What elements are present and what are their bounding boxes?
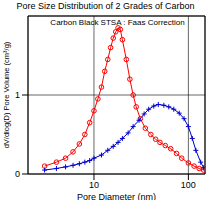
svg-text:Pore Diameter (nm): Pore Diameter (nm) bbox=[77, 192, 156, 200]
html-text:Pore Size Distribution of 2 Gr: Pore Size Distribution of 2 Grades of Ca… bbox=[16, 1, 195, 11]
svg-text:10: 10 bbox=[89, 180, 99, 190]
html-text:Carbon Black STSA : Faas Corre: Carbon Black STSA : Faas Correction bbox=[50, 18, 185, 27]
svg-text:dV/dlog(D) Pore Volume (cm³/g): dV/dlog(D) Pore Volume (cm³/g) bbox=[8, 41, 11, 148]
svg-text:0: 0 bbox=[15, 169, 20, 179]
svg-text:1: 1 bbox=[15, 90, 20, 100]
svg-text:100: 100 bbox=[181, 180, 196, 190]
